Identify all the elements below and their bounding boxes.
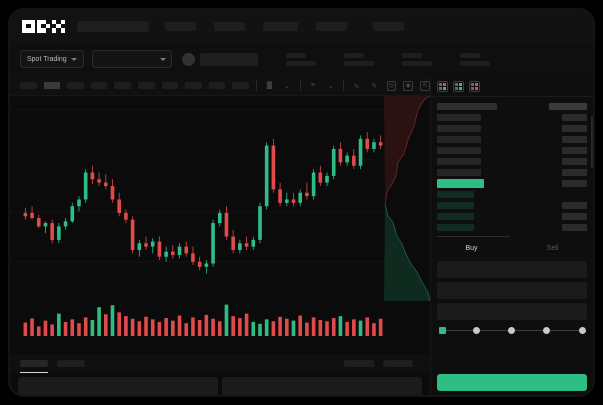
amount-input[interactable] <box>437 282 587 299</box>
buysell-active-indicator <box>437 236 510 237</box>
timeframe-button-9[interactable] <box>208 82 226 89</box>
fullscreen-icon[interactable]: ⇱ <box>420 80 430 91</box>
candle-type-icon[interactable]: ▓ <box>266 82 272 89</box>
buy-sell-tabs: Buy Sell <box>431 239 593 257</box>
device-frame: Spot Trading <box>8 8 595 397</box>
timeframe-button-3[interactable] <box>67 82 84 89</box>
nav-item-2[interactable] <box>214 21 245 31</box>
bottom-action-1[interactable] <box>344 360 374 367</box>
okx-logo[interactable] <box>22 19 65 33</box>
market-depth-chart <box>384 96 430 301</box>
stat-24h-volume <box>459 52 490 66</box>
chart-area[interactable] <box>10 96 430 354</box>
pair-info-bar: Spot Trading <box>10 42 593 76</box>
trade-form <box>431 257 593 320</box>
slider-stop-0[interactable] <box>439 327 446 334</box>
nav-item-1[interactable] <box>165 21 196 31</box>
orderbook-view-bids-icon[interactable] <box>453 81 464 92</box>
chevron-down-icon-2[interactable]: ⌄ <box>327 82 334 90</box>
orderbook-view-toggles <box>431 76 593 97</box>
nav-item-5[interactable] <box>373 21 404 31</box>
timeframe-button-6[interactable] <box>138 82 155 89</box>
table-row[interactable] <box>437 211 587 222</box>
camera-icon[interactable]: ◎ <box>386 80 397 91</box>
amount-percent-slider[interactable] <box>437 326 587 336</box>
chevron-down-icon <box>70 57 77 61</box>
slider-stop-75[interactable] <box>543 327 550 334</box>
toolbar-divider-1 <box>256 80 258 91</box>
chevron-down-icon <box>159 57 166 61</box>
timeframe-button-8[interactable] <box>185 82 202 89</box>
table-row[interactable] <box>437 189 587 200</box>
wave-line-icon[interactable]: ∿ <box>353 82 360 90</box>
volume-histogram <box>23 304 383 336</box>
place-order-button[interactable] <box>437 374 587 391</box>
orderbook-view-asks-icon[interactable] <box>469 81 480 92</box>
indicators-icon[interactable]: ≡ <box>310 82 315 89</box>
table-row[interactable] <box>437 200 587 211</box>
slider-stop-100[interactable] <box>579 327 586 334</box>
bottom-panels <box>10 377 430 395</box>
table-row[interactable] <box>437 222 587 233</box>
tab-order-history[interactable] <box>57 360 85 367</box>
chevron-down-icon[interactable]: ⌄ <box>284 82 291 90</box>
orderbook-spread-row[interactable] <box>437 178 587 189</box>
market-type-dropdown[interactable]: Spot Trading <box>20 50 84 68</box>
timeframe-button-1[interactable] <box>20 82 37 89</box>
coin-avatar <box>181 52 195 66</box>
nav-item-3[interactable] <box>263 21 298 31</box>
bottom-panel-right[interactable] <box>222 377 422 395</box>
nav-item-4[interactable] <box>316 21 347 31</box>
toolbar-divider-3 <box>343 80 345 91</box>
bottom-panel-left[interactable] <box>18 377 218 395</box>
market-type-label: Spot Trading <box>27 55 67 63</box>
timeframe-button-10[interactable] <box>232 82 250 89</box>
toolbar-divider-2 <box>299 80 301 91</box>
timeframe-button-5[interactable] <box>114 82 132 89</box>
slider-stop-50[interactable] <box>508 327 515 334</box>
table-row[interactable] <box>437 156 587 167</box>
table-row[interactable] <box>437 167 587 178</box>
table-row[interactable] <box>437 145 587 156</box>
top-navigation-bar <box>10 10 593 42</box>
orderbook-view-both-icon[interactable] <box>437 81 448 92</box>
stat-24h-high <box>401 52 432 66</box>
tab-buy[interactable]: Buy <box>465 244 478 252</box>
slider-stop-25[interactable] <box>473 327 480 334</box>
chart-toolbar: ▓ ⌄ ≡ ⌄ ∿ ✎ ◎ ◉ ⇱ <box>10 76 430 96</box>
bottom-action-2[interactable] <box>383 360 413 367</box>
stat-24h-change <box>343 52 374 66</box>
table-row[interactable] <box>437 112 587 123</box>
stat-last-price <box>285 52 316 66</box>
candlestick-chart[interactable] <box>10 96 430 296</box>
tab-sell[interactable]: Sell <box>546 244 559 252</box>
pair-name-placeholder <box>199 52 258 66</box>
trading-app: Spot Trading <box>10 10 593 395</box>
timeframe-button-4[interactable] <box>90 82 108 89</box>
pencil-icon[interactable]: ✎ <box>371 82 378 90</box>
table-row[interactable] <box>437 123 587 134</box>
timeframe-button-7[interactable] <box>161 82 179 89</box>
bottom-tab-bar <box>10 354 430 373</box>
settings-gear-icon[interactable]: ◉ <box>403 80 414 91</box>
orderbook-scrollbar[interactable] <box>591 116 593 168</box>
table-row[interactable] <box>437 134 587 145</box>
orderbook-trade-column: Buy Sell <box>430 76 593 395</box>
total-input[interactable] <box>437 303 587 320</box>
orderbook-header-row <box>437 101 587 112</box>
price-input[interactable] <box>437 261 587 278</box>
timeframe-button-2[interactable] <box>43 82 61 89</box>
global-search-input[interactable] <box>77 20 149 32</box>
tab-open-orders[interactable] <box>20 360 48 373</box>
orderbook[interactable] <box>431 97 593 233</box>
pair-select-dropdown[interactable] <box>91 50 172 68</box>
